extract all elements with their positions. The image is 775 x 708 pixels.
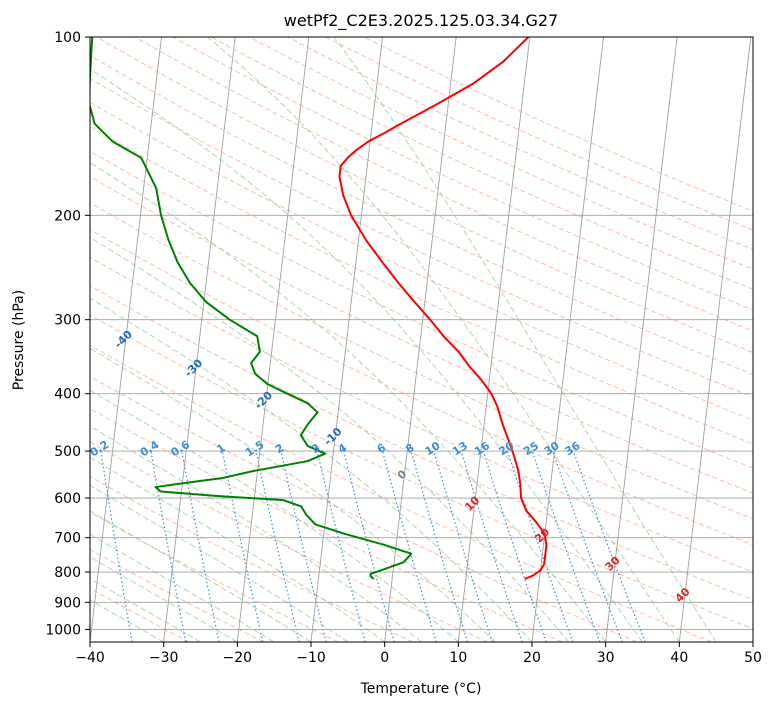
moist-adiabat-line (90, 389, 459, 642)
dry-adiabat-line (90, 78, 753, 398)
mixing-ratio-line (460, 450, 523, 642)
y-tick-label: 100 (54, 30, 81, 46)
x-tick-label: 30 (597, 650, 615, 666)
moist-adiabat-line (333, 37, 717, 642)
y-axis: 100 200 300 400 500 600 700 800 900 1000 (45, 30, 90, 638)
dewpoint-profile-line (90, 37, 413, 580)
dry-adiabat-line (210, 37, 753, 290)
mixing-ratio-line (506, 450, 574, 642)
x-tick-label: 20 (523, 650, 541, 666)
dry-adiabat-line (90, 176, 753, 494)
mixing-ratio-line (410, 450, 469, 642)
isotherm-line (163, 37, 236, 642)
x-tick-label: 50 (744, 650, 762, 666)
dry-adiabat-line (287, 37, 753, 251)
moist-adiabat-line (90, 456, 385, 642)
isotherms (90, 37, 753, 642)
profiles (90, 37, 548, 580)
mixing-ratio-line (221, 450, 264, 642)
mixing-ratio-line (181, 450, 220, 642)
mixing-ratio-line (343, 450, 395, 642)
x-axis: −40 −30 −20 −10 0 10 20 30 40 50 (75, 642, 762, 666)
x-tick-label: −10 (296, 650, 326, 666)
x-tick-label: −20 (223, 650, 253, 666)
mixing-ratio-line (100, 451, 133, 642)
dry-adiabat-line (363, 37, 753, 212)
dry-adiabat-line (90, 285, 753, 601)
dry-adiabat-line (90, 54, 753, 376)
y-tick-label: 800 (54, 565, 81, 581)
mixing-ratio-line (316, 450, 366, 642)
isotherm-line (457, 37, 531, 642)
dry-adiabats (90, 37, 753, 642)
dry-adiabat-line (90, 408, 563, 642)
moist-adiabat-line (90, 68, 643, 642)
isotherm-line (531, 37, 604, 642)
isotherm-line (605, 37, 678, 642)
dry-adiabat-line (134, 37, 753, 332)
dry-adiabat-line (90, 101, 753, 421)
isotherm-line (236, 37, 310, 642)
x-tick-label: 40 (670, 650, 688, 666)
chart-title: wetPf2_C2E3.2025.125.03.34.G27 (284, 11, 558, 31)
dry-adiabat-line (172, 37, 753, 311)
dry-adiabat-line (90, 229, 753, 546)
dry-adiabat-line (90, 125, 753, 445)
moist-adiabat-line (90, 533, 275, 642)
dry-adiabat-line (90, 475, 414, 642)
mixing-ratio-line (150, 450, 187, 642)
isobars (90, 37, 753, 630)
y-tick-label: 600 (54, 491, 81, 507)
y-tick-label: 300 (54, 313, 81, 329)
plot-frame (89, 36, 754, 643)
isotherm-line (384, 37, 457, 642)
moist-adiabat-line (90, 556, 238, 642)
dry-adiabat-line (90, 344, 712, 642)
dry-adiabat-line (90, 441, 488, 642)
mixing-ratio-line (482, 450, 547, 642)
temperature-profile-line (338, 37, 548, 580)
x-tick-label: −40 (75, 650, 105, 666)
moist-adiabat-line (90, 161, 607, 642)
x-tick-label: 0 (380, 650, 389, 666)
isotherm-line (310, 37, 383, 642)
x-tick-label: 10 (449, 650, 467, 666)
moist-adiabat-line (207, 37, 680, 642)
moist-adiabat-line (90, 297, 533, 642)
y-tick-label: 500 (54, 444, 81, 460)
mixing-ratio-line (531, 450, 601, 642)
dry-adiabat-line (325, 37, 753, 231)
mixing-ratio-line (255, 450, 300, 642)
moist-adiabat-line (90, 578, 201, 642)
dry-adiabat-line (90, 314, 753, 630)
moist-adiabat-line (90, 236, 570, 642)
moist-adiabat-line (90, 484, 349, 642)
y-tick-label: 200 (54, 208, 81, 224)
plot-area: 0.10.20.40.611.52346810131620253036-100-… (90, 37, 753, 642)
isotherm-line (90, 37, 162, 642)
y-tick-label: 900 (54, 595, 81, 611)
dry-adiabat-line (96, 37, 753, 354)
moist-adiabats (90, 37, 717, 642)
x-tick-label: −30 (149, 650, 179, 666)
mixing-ratio-line (433, 450, 493, 642)
mixing-ratio-lines (100, 450, 646, 642)
dry-adiabat-line (90, 375, 638, 642)
x-axis-label: Temperature (°C) (360, 681, 482, 697)
y-axis-label: Pressure (hPa) (11, 290, 27, 390)
y-tick-label: 700 (54, 531, 81, 547)
isotherm-line (678, 37, 752, 642)
mixing-ratio-line (280, 450, 327, 642)
mixing-ratio-line (381, 450, 437, 642)
dry-adiabat-line (90, 511, 339, 642)
y-tick-label: 1000 (45, 622, 81, 638)
y-tick-label: 400 (54, 387, 81, 403)
